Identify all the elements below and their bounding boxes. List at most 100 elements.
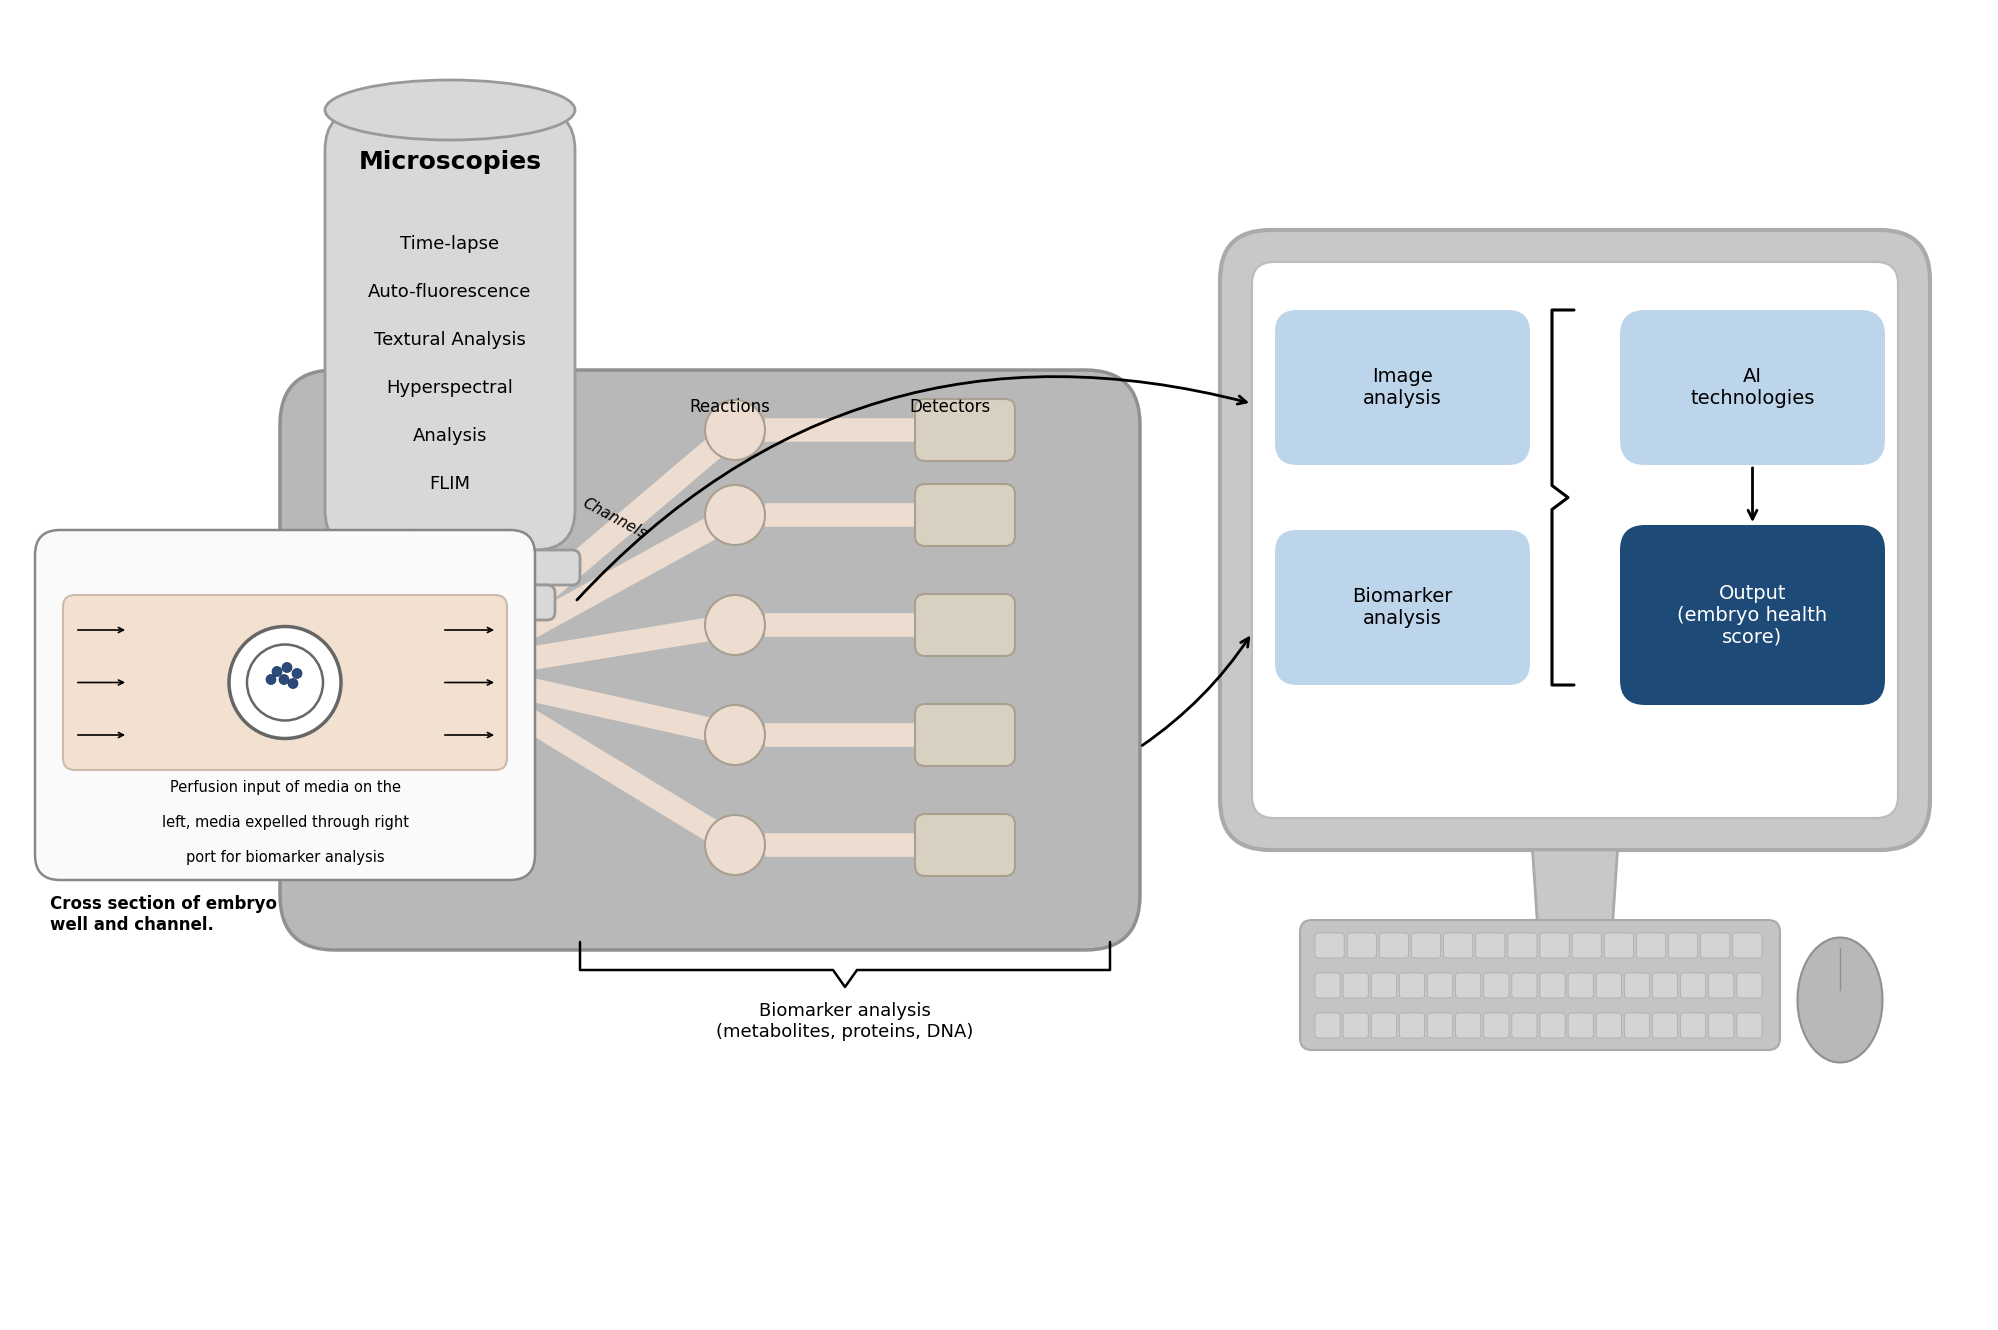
FancyBboxPatch shape bbox=[1427, 974, 1453, 998]
Text: Reactions: Reactions bbox=[689, 398, 771, 416]
Circle shape bbox=[292, 669, 302, 678]
Text: Microfluidic Device: Microfluidic Device bbox=[98, 650, 268, 669]
FancyBboxPatch shape bbox=[1732, 934, 1762, 958]
FancyBboxPatch shape bbox=[1700, 934, 1730, 958]
FancyBboxPatch shape bbox=[1427, 1013, 1453, 1037]
FancyBboxPatch shape bbox=[1652, 1013, 1678, 1037]
FancyBboxPatch shape bbox=[1540, 1013, 1564, 1037]
FancyBboxPatch shape bbox=[1221, 230, 1930, 850]
FancyArrowPatch shape bbox=[577, 376, 1247, 600]
Circle shape bbox=[705, 400, 765, 460]
FancyBboxPatch shape bbox=[1347, 934, 1377, 958]
Text: FLIM: FLIM bbox=[430, 475, 470, 493]
FancyBboxPatch shape bbox=[915, 399, 1015, 462]
FancyBboxPatch shape bbox=[1457, 1013, 1481, 1037]
Circle shape bbox=[705, 485, 765, 545]
Text: Microscopies: Microscopies bbox=[358, 150, 541, 174]
FancyBboxPatch shape bbox=[1457, 974, 1481, 998]
Circle shape bbox=[446, 648, 458, 660]
Circle shape bbox=[388, 609, 511, 734]
Text: Textural Analysis: Textural Analysis bbox=[374, 331, 525, 348]
FancyBboxPatch shape bbox=[1512, 1013, 1536, 1037]
FancyBboxPatch shape bbox=[1636, 934, 1666, 958]
FancyBboxPatch shape bbox=[1275, 529, 1530, 685]
FancyBboxPatch shape bbox=[1540, 974, 1564, 998]
FancyBboxPatch shape bbox=[1736, 974, 1762, 998]
Circle shape bbox=[280, 674, 290, 685]
FancyBboxPatch shape bbox=[1512, 974, 1536, 998]
Circle shape bbox=[705, 705, 765, 765]
Circle shape bbox=[705, 815, 765, 875]
Text: Time-lapse: Time-lapse bbox=[400, 235, 500, 253]
Circle shape bbox=[442, 660, 454, 672]
Ellipse shape bbox=[326, 80, 575, 140]
FancyBboxPatch shape bbox=[1680, 1013, 1706, 1037]
FancyBboxPatch shape bbox=[1315, 934, 1345, 958]
FancyBboxPatch shape bbox=[1652, 974, 1678, 998]
FancyBboxPatch shape bbox=[1253, 262, 1898, 818]
Text: Channels: Channels bbox=[579, 495, 649, 541]
Circle shape bbox=[434, 652, 446, 664]
Circle shape bbox=[248, 645, 324, 721]
Circle shape bbox=[282, 662, 292, 673]
FancyBboxPatch shape bbox=[1596, 974, 1620, 998]
FancyBboxPatch shape bbox=[1508, 934, 1536, 958]
Text: Perfusion input of media on the: Perfusion input of media on the bbox=[170, 779, 400, 795]
Text: Detectors: Detectors bbox=[909, 398, 991, 416]
Text: port for biomarker analysis: port for biomarker analysis bbox=[186, 850, 384, 864]
Text: AI
technologies: AI technologies bbox=[1690, 367, 1814, 408]
Text: Hyperspectral: Hyperspectral bbox=[386, 379, 513, 396]
Circle shape bbox=[444, 672, 456, 684]
Circle shape bbox=[288, 678, 298, 689]
FancyBboxPatch shape bbox=[1399, 974, 1425, 998]
Polygon shape bbox=[1475, 924, 1674, 980]
FancyBboxPatch shape bbox=[1275, 310, 1530, 466]
FancyBboxPatch shape bbox=[1301, 920, 1780, 1049]
FancyBboxPatch shape bbox=[1624, 1013, 1650, 1037]
Polygon shape bbox=[1532, 850, 1618, 924]
FancyArrowPatch shape bbox=[1143, 638, 1249, 745]
Circle shape bbox=[266, 674, 276, 685]
FancyBboxPatch shape bbox=[1568, 1013, 1592, 1037]
FancyBboxPatch shape bbox=[1572, 934, 1600, 958]
Text: Cross section of embryo
well and channel.: Cross section of embryo well and channel… bbox=[50, 895, 278, 934]
FancyBboxPatch shape bbox=[1620, 310, 1884, 466]
FancyBboxPatch shape bbox=[915, 814, 1015, 876]
FancyBboxPatch shape bbox=[1399, 1013, 1425, 1037]
Circle shape bbox=[458, 654, 468, 665]
FancyBboxPatch shape bbox=[280, 370, 1141, 950]
Text: left, media expelled through right: left, media expelled through right bbox=[162, 815, 408, 830]
Text: Auto-fluorescence: Auto-fluorescence bbox=[368, 283, 531, 301]
Circle shape bbox=[408, 629, 492, 714]
Circle shape bbox=[230, 626, 342, 738]
FancyBboxPatch shape bbox=[1540, 934, 1568, 958]
FancyBboxPatch shape bbox=[36, 529, 535, 880]
FancyBboxPatch shape bbox=[1596, 1013, 1620, 1037]
FancyBboxPatch shape bbox=[1708, 974, 1734, 998]
FancyBboxPatch shape bbox=[1343, 1013, 1369, 1037]
Ellipse shape bbox=[1798, 938, 1882, 1063]
FancyBboxPatch shape bbox=[320, 551, 579, 585]
Text: Analysis: Analysis bbox=[414, 427, 488, 446]
FancyBboxPatch shape bbox=[1736, 1013, 1762, 1037]
FancyBboxPatch shape bbox=[1568, 974, 1592, 998]
Text: Output
(embryo health
score): Output (embryo health score) bbox=[1678, 584, 1828, 646]
Text: Biomarker analysis
(metabolites, proteins, DNA): Biomarker analysis (metabolites, protein… bbox=[717, 1001, 973, 1041]
FancyBboxPatch shape bbox=[1411, 934, 1441, 958]
Circle shape bbox=[272, 666, 282, 677]
Circle shape bbox=[452, 664, 464, 676]
FancyBboxPatch shape bbox=[1445, 934, 1473, 958]
FancyBboxPatch shape bbox=[1485, 974, 1508, 998]
FancyBboxPatch shape bbox=[64, 595, 507, 770]
FancyBboxPatch shape bbox=[1668, 934, 1698, 958]
Text: Image
analysis: Image analysis bbox=[1363, 367, 1443, 408]
Text: Biomarker
analysis: Biomarker analysis bbox=[1353, 587, 1453, 628]
FancyBboxPatch shape bbox=[1477, 934, 1504, 958]
FancyBboxPatch shape bbox=[915, 704, 1015, 766]
FancyBboxPatch shape bbox=[1315, 974, 1341, 998]
FancyBboxPatch shape bbox=[1343, 974, 1369, 998]
FancyBboxPatch shape bbox=[1620, 525, 1884, 705]
FancyBboxPatch shape bbox=[915, 484, 1015, 547]
Circle shape bbox=[428, 660, 438, 672]
FancyBboxPatch shape bbox=[1371, 1013, 1397, 1037]
